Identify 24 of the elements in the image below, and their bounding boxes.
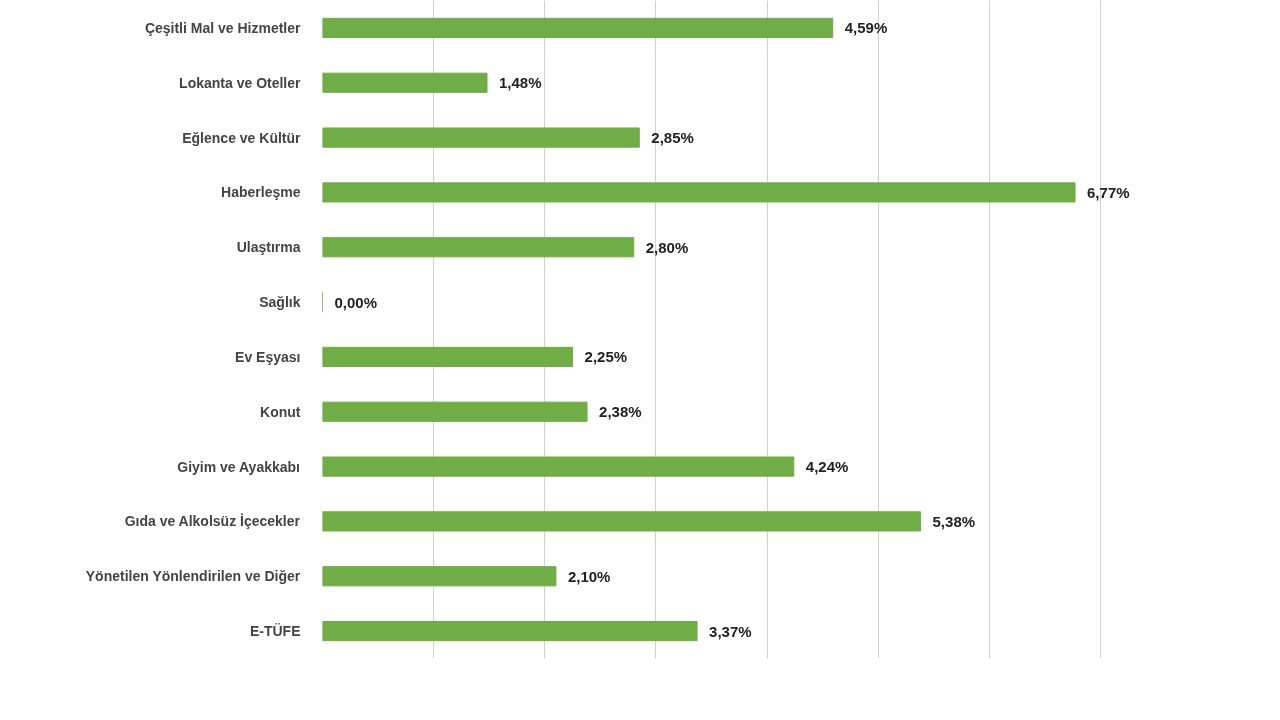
- y-tick-label: Ulaştırma: [236, 239, 301, 256]
- data-label: 0,00%: [334, 293, 378, 311]
- y-tick-label: Çeşitli Mal ve Hizmetler: [144, 19, 302, 36]
- data-label: 2,80%: [645, 238, 689, 256]
- y-tick-label: Konut: [260, 403, 301, 420]
- y-tick-label: Giyim ve Ayakkabı: [177, 458, 300, 475]
- y-tick-label: Ev Eşyası: [235, 348, 301, 365]
- data-label: 6,77%: [1087, 183, 1130, 201]
- y-tick-label: Gıda ve Alkolsüz İçecekler: [124, 513, 301, 530]
- data-label: 5,38%: [932, 512, 976, 530]
- y-tick-label: Yönetilen Yönlendirilen ve Diğer: [85, 568, 301, 585]
- data-label: 1,48%: [499, 74, 542, 92]
- data-label: 2,25%: [584, 348, 628, 366]
- data-label: 2,38%: [599, 403, 642, 421]
- data-label: 4,24%: [805, 458, 849, 476]
- y-tick-label: Sağlık: [259, 294, 301, 311]
- data-label: 2,85%: [651, 129, 694, 147]
- y-tick-label: Haberleşme: [221, 184, 301, 201]
- y-tick-label: E-TÜFE: [249, 623, 301, 640]
- data-label: 4,59%: [844, 19, 888, 37]
- data-label: 3,37%: [709, 622, 752, 640]
- data-label: 2,10%: [567, 567, 611, 585]
- y-tick-label: Eğlence ve Kültür: [182, 129, 302, 146]
- y-tick-label: Lokanta ve Oteller: [179, 74, 302, 91]
